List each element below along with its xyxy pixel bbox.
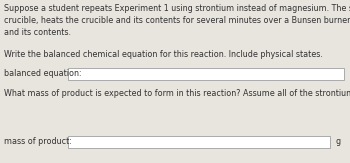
Text: What mass of product is expected to form in this reaction? Assume all of the str: What mass of product is expected to form… [4, 89, 350, 98]
FancyBboxPatch shape [68, 136, 330, 148]
Text: g: g [336, 138, 341, 147]
Text: balanced equation:: balanced equation: [4, 69, 82, 79]
Text: mass of product:: mass of product: [4, 138, 72, 147]
Text: Write the balanced chemical equation for this reaction. Include physical states.: Write the balanced chemical equation for… [4, 50, 323, 59]
FancyBboxPatch shape [68, 68, 344, 80]
Text: Suppose a student repeats Experiment 1 using strontium instead of magnesium. The: Suppose a student repeats Experiment 1 u… [4, 4, 350, 37]
